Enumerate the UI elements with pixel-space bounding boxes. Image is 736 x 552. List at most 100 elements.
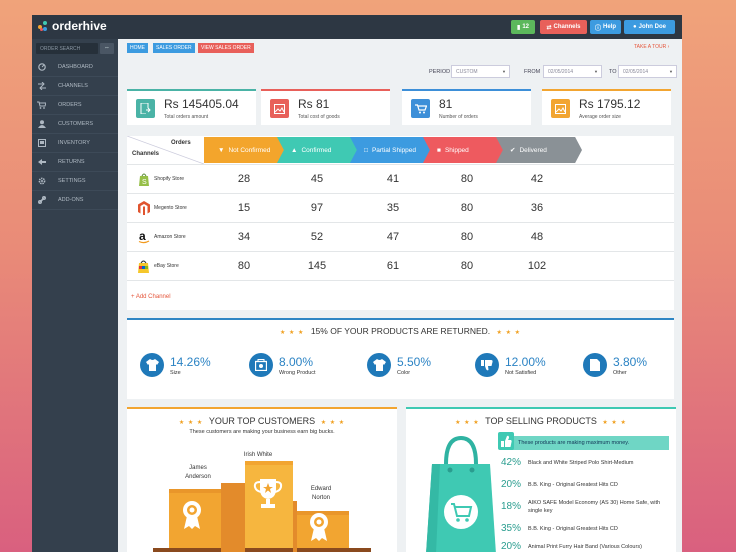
returns-icon (37, 158, 46, 167)
status-partial-shipped[interactable]: □ Partial Shipped (350, 137, 436, 163)
to-date-select[interactable]: 02/05/2014 ▼ (618, 65, 677, 78)
user-menu-button[interactable]: ● John Doe (624, 20, 675, 34)
sidebar-item-inventory[interactable]: INVENTORY (32, 134, 118, 153)
stat-percent: 3.80% (613, 354, 648, 369)
product-percent: 20% (501, 541, 522, 552)
truck-icon: ■ (437, 146, 441, 154)
product-percent: 35% (501, 523, 522, 534)
sidebar-item-settings[interactable]: SETTINGS (32, 172, 118, 191)
thumbs-down-icon: ▼ (218, 146, 225, 154)
shopping-bag-illustration (426, 435, 496, 552)
stat-label: Size (170, 369, 181, 376)
help-label: Help (603, 24, 617, 30)
period-value: CUSTOM (456, 69, 478, 75)
count-cell: 80 (460, 173, 474, 185)
store-name: Megento Store (154, 205, 187, 211)
count-cell: 41 (386, 173, 400, 185)
stat-percent: 8.00% (279, 354, 314, 369)
period-select[interactable]: CUSTOM ▼ (451, 65, 510, 78)
breadcrumb-sales-order[interactable]: SALES ORDER (153, 43, 195, 53)
customer-second-name: James Anderson (185, 465, 211, 480)
count-cell: 28 (237, 173, 251, 185)
stars-icon: ★ ★ ★ (455, 420, 480, 426)
stat-percent: 12.00% (505, 354, 546, 369)
status-delivered[interactable]: ✔ Delivered (496, 137, 582, 163)
stat-label: Wrong Product (279, 369, 316, 376)
status-shipped[interactable]: ■ Shipped (423, 137, 509, 163)
count-cell: 80 (460, 202, 474, 214)
sidebar-item-label: RETURNS (58, 159, 85, 165)
sidebar-item-dashboard[interactable]: DASHBOARD (32, 58, 118, 77)
svg-text:a: a (139, 230, 146, 243)
product-name[interactable]: B.B. King - Original Greatest Hits CD (528, 526, 618, 532)
ebay-logo-icon (137, 259, 150, 273)
top-customers-panel: ★ ★ ★ YOUR TOP CUSTOMERS ★ ★ ★ These cus… (127, 407, 397, 552)
stat-label: Color (397, 369, 411, 376)
store-cell: eBay Store (137, 259, 179, 273)
product-name[interactable]: AIKO SAFE Model Economy (AS 30) Home Saf… (528, 500, 661, 514)
from-date-select[interactable]: 02/05/2014 ▼ (543, 65, 602, 78)
status-label: Confirmed (301, 146, 332, 154)
shuffle-icon: ⇄ (546, 24, 552, 31)
app-logo[interactable]: orderhive (38, 19, 107, 33)
channels-icon (37, 82, 46, 91)
collapse-sidebar-button[interactable]: ⇔ (100, 43, 114, 54)
add-channel-link[interactable]: + Add Channel (131, 294, 171, 300)
package-icon (249, 353, 273, 377)
thumbs-up-icon: ▲ (291, 146, 298, 154)
status-label: Not Confirmed (228, 146, 271, 154)
caret-down-icon: ▼ (594, 69, 598, 74)
help-button[interactable]: ⓘ Help (590, 20, 621, 34)
count-cell: 80 (460, 260, 474, 272)
document-icon (583, 353, 607, 377)
sidebar-item-orders[interactable]: ORDERS (32, 96, 118, 115)
card-label: Number of orders (439, 114, 478, 120)
product-name[interactable]: Animal Print Furry Hair Band (Various Co… (528, 544, 642, 550)
status-confirmed[interactable]: ▲ Confirmed (277, 137, 363, 163)
product-name[interactable]: B.B. King - Original Greatest Hits CD (528, 482, 618, 488)
store-name: eBay Store (154, 263, 179, 269)
sidebar-item-channels[interactable]: CHANNELS (32, 77, 118, 96)
status-not-confirmed[interactable]: ▼ Not Confirmed (204, 137, 290, 163)
stars-icon: ★ ★ ★ (602, 420, 627, 426)
user-name: John Doe (638, 24, 666, 30)
top-bar: orderhive ▮ 12 ⇄ Channels ⓘ Help ● John … (32, 15, 682, 39)
channels-row-header: Channels (132, 151, 160, 157)
dashboard-icon (37, 63, 46, 72)
count-cell: 102 (527, 260, 547, 272)
card-value: Rs 1795.12 (579, 97, 641, 111)
table-row[interactable]: Megento Store 15 97 35 80 36 (127, 193, 674, 222)
product-name[interactable]: Black and White Striped Polo Shirt-Mediu… (528, 460, 634, 466)
sidebar-item-add-ons[interactable]: ADD-ONS (32, 191, 118, 210)
table-row[interactable]: eBay Store 80 145 61 80 102 (127, 251, 674, 280)
thumbs-up-icon (498, 432, 514, 450)
magento-logo-icon (137, 201, 150, 215)
from-label: FROM (524, 69, 541, 75)
sidebar-item-returns[interactable]: RETURNS (32, 153, 118, 172)
notifications-button[interactable]: ▮ 12 (511, 20, 535, 34)
table-row[interactable]: S Shopify Store 28 45 41 80 42 (127, 164, 674, 193)
store-cell: a Amazon Store (137, 230, 186, 244)
take-tour-link[interactable]: TAKE A TOUR › (634, 44, 670, 50)
count-cell: 80 (237, 260, 251, 272)
orders-column-header: Orders (171, 140, 191, 146)
stat-percent: 5.50% (397, 354, 432, 369)
invoice-icon (136, 99, 155, 118)
sidebar-item-customers[interactable]: CUSTOMERS (32, 115, 118, 134)
breadcrumb-home[interactable]: HOME (127, 43, 148, 53)
table-row[interactable]: a Amazon Store 34 52 47 80 48 (127, 222, 674, 251)
app-name: orderhive (52, 19, 107, 33)
award-ribbon-icon (183, 501, 201, 529)
breadcrumb-view-sales-order[interactable]: VIEW SALES ORDER (198, 43, 254, 53)
count-cell: 52 (310, 231, 324, 243)
document-icon: □ (364, 146, 368, 154)
main-content: HOME SALES ORDER VIEW SALES ORDER TAKE A… (118, 39, 682, 552)
product-percent: 42% (501, 457, 522, 468)
order-search-input[interactable]: ORDER SEARCH (36, 43, 98, 54)
cart-icon (411, 99, 430, 118)
returns-panel: ★ ★ ★ 15% OF YOUR PRODUCTS ARE RETURNED.… (127, 318, 674, 399)
count-cell: 97 (310, 202, 324, 214)
sidebar-item-label: CHANNELS (58, 83, 88, 89)
channels-button[interactable]: ⇄ Channels (540, 20, 587, 34)
return-stat-color: 5.50% Color (367, 353, 431, 377)
